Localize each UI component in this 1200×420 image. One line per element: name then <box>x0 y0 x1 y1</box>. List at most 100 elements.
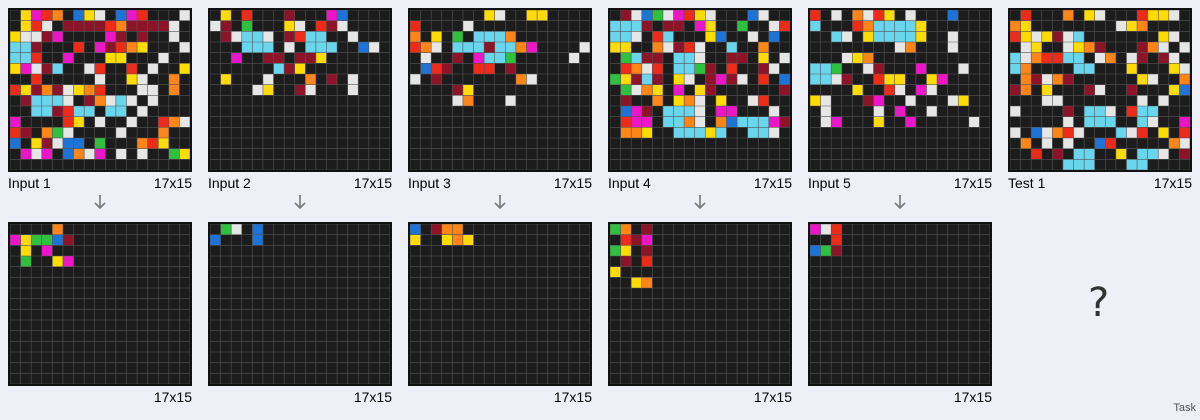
cell <box>747 31 759 42</box>
cell <box>1031 74 1042 85</box>
test-label: Test 1 <box>1008 175 1046 191</box>
cell <box>631 10 642 21</box>
cell <box>179 42 190 53</box>
cell <box>20 234 32 246</box>
cell <box>1094 52 1106 64</box>
cell <box>684 106 695 117</box>
cell <box>1084 42 1095 53</box>
cell <box>1020 138 1032 149</box>
cell <box>252 31 263 42</box>
cell <box>705 10 716 21</box>
cell <box>831 31 842 42</box>
cell <box>126 10 138 21</box>
cell <box>241 20 253 32</box>
cell <box>420 63 432 74</box>
cell <box>1137 148 1148 160</box>
cell <box>441 63 453 74</box>
cell <box>673 52 685 64</box>
cell <box>673 127 685 138</box>
cell <box>84 106 95 117</box>
cell <box>684 63 695 74</box>
cell <box>1126 84 1138 96</box>
cell <box>326 74 338 85</box>
cell <box>862 31 874 42</box>
cell <box>820 95 832 106</box>
cell <box>620 20 632 32</box>
cell <box>862 52 874 64</box>
cell <box>41 20 53 32</box>
cell <box>631 20 642 32</box>
cell <box>652 74 663 85</box>
cell <box>52 31 63 42</box>
cell <box>673 95 685 106</box>
cell <box>115 42 127 53</box>
output-grid-1-cells <box>10 224 190 384</box>
cell <box>84 63 95 74</box>
arrow-down-icon <box>890 192 910 212</box>
cell <box>220 224 232 235</box>
cell <box>52 234 63 246</box>
cell <box>1020 20 1032 32</box>
cell <box>62 116 74 128</box>
cell <box>294 63 306 74</box>
cell <box>652 84 663 96</box>
cell <box>768 116 780 128</box>
cell <box>1020 31 1032 42</box>
cell <box>726 74 738 85</box>
cell <box>147 95 159 106</box>
cell <box>1168 10 1180 21</box>
cell <box>305 31 316 42</box>
cell <box>31 234 42 246</box>
cell <box>410 234 421 246</box>
cell <box>768 63 780 74</box>
arrow-down-icon <box>90 192 110 212</box>
cell <box>452 52 463 64</box>
cell <box>252 234 263 246</box>
cell <box>758 127 769 138</box>
cell <box>115 148 127 160</box>
cell <box>641 84 653 96</box>
cell <box>884 10 895 21</box>
cell <box>41 63 53 74</box>
cell <box>758 63 769 74</box>
cell <box>31 84 42 96</box>
cell <box>494 52 506 64</box>
cell <box>915 63 927 74</box>
cell <box>10 52 21 64</box>
cell <box>873 95 885 106</box>
cell <box>452 42 463 53</box>
cell <box>420 52 432 64</box>
cell <box>62 148 74 160</box>
cell <box>694 10 706 21</box>
cell <box>820 74 832 85</box>
cell <box>641 116 653 128</box>
cell <box>641 63 653 74</box>
cell <box>1179 127 1190 138</box>
cell <box>52 256 63 267</box>
cell <box>220 31 232 42</box>
cell <box>1052 74 1063 85</box>
cell <box>241 31 253 42</box>
cell <box>926 84 938 96</box>
test-size: 17x15 <box>1153 175 1192 191</box>
cell <box>641 20 653 32</box>
cell <box>52 224 63 235</box>
cell <box>410 31 421 42</box>
cell <box>620 256 632 267</box>
cell <box>31 42 42 53</box>
cell <box>873 20 885 32</box>
cell <box>431 63 442 74</box>
cell <box>810 224 821 235</box>
cell <box>779 116 790 128</box>
cell <box>73 42 85 53</box>
cell <box>641 127 653 138</box>
cell <box>20 31 32 42</box>
input-grid-5-cells <box>810 10 990 170</box>
cell <box>1115 148 1127 160</box>
cell <box>326 10 338 21</box>
cell <box>631 52 642 64</box>
cell <box>1126 63 1138 74</box>
cell <box>220 20 232 32</box>
cell <box>905 10 916 21</box>
cell <box>20 20 32 32</box>
